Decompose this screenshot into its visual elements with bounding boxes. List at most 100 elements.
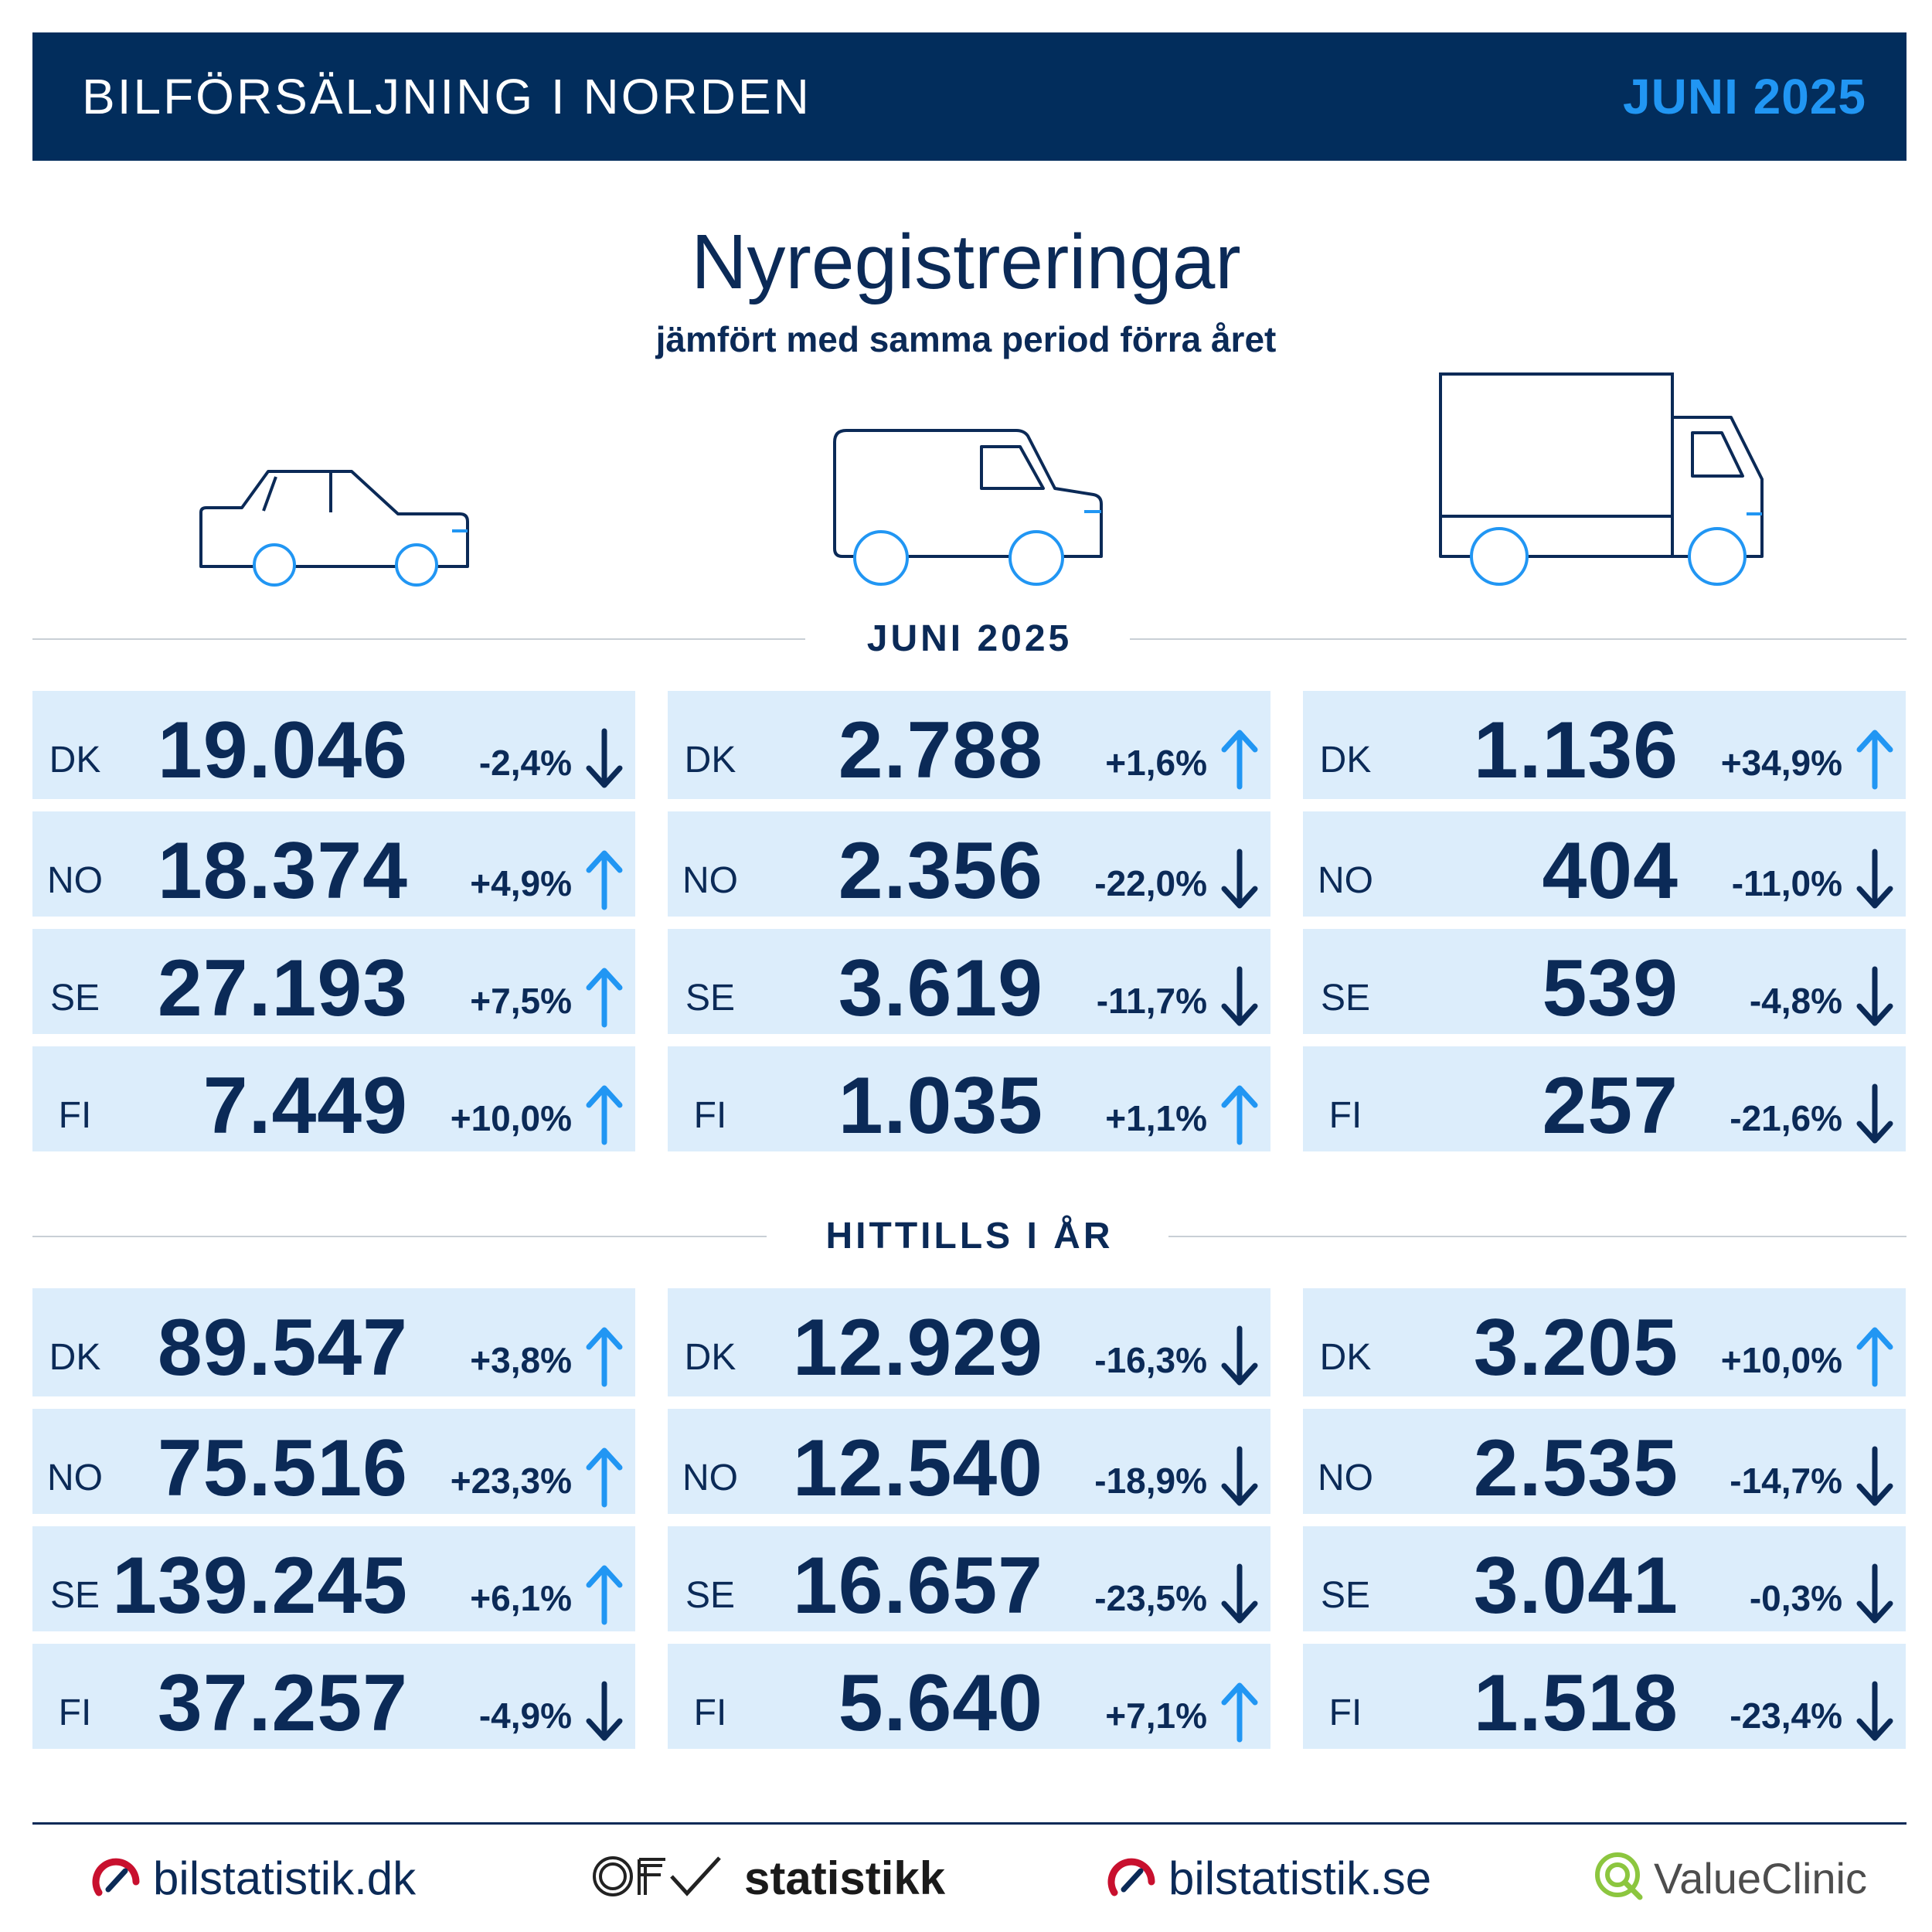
country-code: DK bbox=[684, 740, 736, 781]
percent-change: -0,3% bbox=[1749, 1578, 1842, 1618]
percent-change: +10,0% bbox=[1720, 1340, 1842, 1380]
percent-change: -16,3% bbox=[1094, 1340, 1207, 1380]
registration-count: 12.540 bbox=[792, 1423, 1043, 1513]
bilstatistik-dk-text: bilstatistik.dk bbox=[153, 1852, 417, 1904]
truck-column: DK 3.205 +10,0% NO 2.535 -14,7% SE 3.041 -0,3% FI… bbox=[1303, 1288, 1906, 1761]
percent-change: +4,9% bbox=[470, 863, 572, 903]
registration-count: 75.516 bbox=[157, 1423, 408, 1513]
country-code: NO bbox=[47, 1458, 103, 1498]
valueclinic-logo[interactable]: ValueClinic bbox=[1592, 1847, 1867, 1909]
country-code: FI bbox=[693, 1692, 727, 1733]
percent-change: -2,4% bbox=[478, 743, 572, 783]
percent-change: +34,9% bbox=[1720, 743, 1842, 783]
percent-change: +23,3% bbox=[450, 1461, 572, 1501]
arrow-down-icon bbox=[584, 728, 624, 790]
arrow-up-icon bbox=[584, 1563, 624, 1625]
bilstatistik-se-logo[interactable]: bilstatistik.se bbox=[1107, 1847, 1431, 1909]
header-date: JUNI 2025 bbox=[1623, 69, 1866, 124]
registration-count: 37.257 bbox=[157, 1658, 408, 1748]
registration-count: 139.245 bbox=[112, 1541, 408, 1631]
registration-count: 18.374 bbox=[157, 826, 408, 916]
country-code: NO bbox=[682, 1458, 738, 1498]
header-bar: BILFÖRSÄLJNING I NORDEN JUNI 2025 bbox=[32, 32, 1906, 161]
valueclinic-q-icon bbox=[1592, 1849, 1646, 1907]
country-code: NO bbox=[682, 860, 738, 901]
car-icon bbox=[197, 468, 475, 591]
arrow-down-icon bbox=[1855, 1446, 1895, 1508]
percent-change: -14,7% bbox=[1730, 1461, 1842, 1501]
percent-change: -23,5% bbox=[1094, 1578, 1207, 1618]
registration-count: 12.929 bbox=[792, 1303, 1043, 1393]
footer-divider bbox=[32, 1822, 1906, 1825]
percent-change: -23,4% bbox=[1730, 1696, 1842, 1736]
arrow-down-icon bbox=[1219, 966, 1260, 1028]
registration-count: 257 bbox=[1542, 1061, 1679, 1151]
stat-row-se: SE 3.041 -0,3% bbox=[1303, 1526, 1906, 1631]
percent-change: +1,1% bbox=[1105, 1098, 1207, 1138]
bilstatistik-dk-logo[interactable]: bilstatistik.dk bbox=[91, 1847, 416, 1909]
stat-row-no: NO 18.374 +4,9% bbox=[32, 811, 635, 917]
arrow-up-icon bbox=[1219, 1681, 1260, 1743]
registration-count: 2.356 bbox=[838, 826, 1043, 916]
ofv-logo-icon bbox=[591, 1853, 727, 1903]
arrow-up-icon bbox=[584, 966, 624, 1028]
registration-count: 1.035 bbox=[838, 1061, 1043, 1151]
statistikk-text: statistikk bbox=[744, 1852, 946, 1904]
arrow-up-icon bbox=[1219, 1083, 1260, 1145]
page-subtitle: jämfört med samma period förra året bbox=[655, 319, 1277, 359]
arrow-up-icon bbox=[584, 1083, 624, 1145]
registration-count: 1.136 bbox=[1473, 706, 1679, 795]
country-code: NO bbox=[1318, 860, 1373, 901]
percent-change: -11,7% bbox=[1096, 981, 1207, 1021]
country-code: DK bbox=[684, 1337, 736, 1378]
stat-row-fi: FI 37.257 -4,9% bbox=[32, 1644, 635, 1749]
country-code: NO bbox=[47, 860, 103, 901]
stat-row-dk: DK 19.046 -2,4% bbox=[32, 691, 635, 799]
van-column: DK 2.788 +1,6% NO 2.356 -22,0% SE 3.619 -11,7% FI… bbox=[668, 691, 1270, 1164]
page-title: Nyregistreringar bbox=[691, 219, 1241, 305]
arrow-up-icon bbox=[1219, 728, 1260, 790]
arrow-up-icon bbox=[584, 1446, 624, 1508]
percent-change: +10,0% bbox=[450, 1098, 572, 1138]
stat-row-fi: FI 1.035 +1,1% bbox=[668, 1046, 1270, 1151]
stat-row-dk: DK 89.547 +3,8% bbox=[32, 1288, 635, 1396]
percent-change: +1,6% bbox=[1105, 743, 1207, 783]
car-column: DK 19.046 -2,4% NO 18.374 +4,9% SE 27.193 +7,5% F… bbox=[32, 691, 635, 1164]
stat-row-dk: DK 12.929 -16,3% bbox=[668, 1288, 1270, 1396]
percent-change: -22,0% bbox=[1094, 863, 1207, 903]
arrow-down-icon bbox=[1855, 849, 1895, 910]
van-icon bbox=[831, 427, 1109, 589]
stat-row-no: NO 2.535 -14,7% bbox=[1303, 1409, 1906, 1514]
percent-change: -4,9% bbox=[478, 1696, 572, 1736]
speedometer-icon bbox=[1107, 1851, 1158, 1906]
truck-column: DK 1.136 +34,9% NO 404 -11,0% SE 539 -4,8% FI 257 -… bbox=[1303, 691, 1906, 1164]
country-code: SE bbox=[49, 978, 100, 1019]
section-divider-month: JUNI 2025 bbox=[32, 612, 1906, 666]
stat-row-se: SE 16.657 -23,5% bbox=[668, 1526, 1270, 1631]
truck-icon bbox=[1437, 371, 1770, 595]
stat-row-fi: FI 1.518 -23,4% bbox=[1303, 1644, 1906, 1749]
country-code: FI bbox=[58, 1692, 92, 1733]
valueclinic-text: ValueClinic bbox=[1654, 1853, 1867, 1903]
stat-row-no: NO 404 -11,0% bbox=[1303, 811, 1906, 917]
registration-count: 3.205 bbox=[1473, 1303, 1679, 1393]
country-code: NO bbox=[1318, 1458, 1373, 1498]
arrow-down-icon bbox=[1219, 1325, 1260, 1387]
arrow-down-icon bbox=[1855, 1563, 1895, 1625]
country-code: SE bbox=[49, 1575, 100, 1616]
registration-count: 3.041 bbox=[1473, 1541, 1679, 1631]
country-code: SE bbox=[1320, 1575, 1371, 1616]
stat-row-se: SE 539 -4,8% bbox=[1303, 929, 1906, 1034]
stat-row-fi: FI 5.640 +7,1% bbox=[668, 1644, 1270, 1749]
arrow-down-icon bbox=[1855, 1083, 1895, 1145]
bilstatistik-se-text: bilstatistik.se bbox=[1168, 1852, 1432, 1904]
car-column: DK 89.547 +3,8% NO 75.516 +23,3% SE 139.245 +6,1… bbox=[32, 1288, 635, 1761]
percent-change: -11,0% bbox=[1731, 863, 1842, 903]
country-code: DK bbox=[49, 1337, 101, 1378]
ofv-statistikk-logo[interactable]: statistikk bbox=[591, 1847, 945, 1909]
arrow-up-icon bbox=[584, 849, 624, 910]
stat-row-dk: DK 3.205 +10,0% bbox=[1303, 1288, 1906, 1396]
stat-row-se: SE 27.193 +7,5% bbox=[32, 929, 635, 1034]
speedometer-icon bbox=[91, 1851, 142, 1906]
registration-count: 19.046 bbox=[157, 706, 408, 795]
